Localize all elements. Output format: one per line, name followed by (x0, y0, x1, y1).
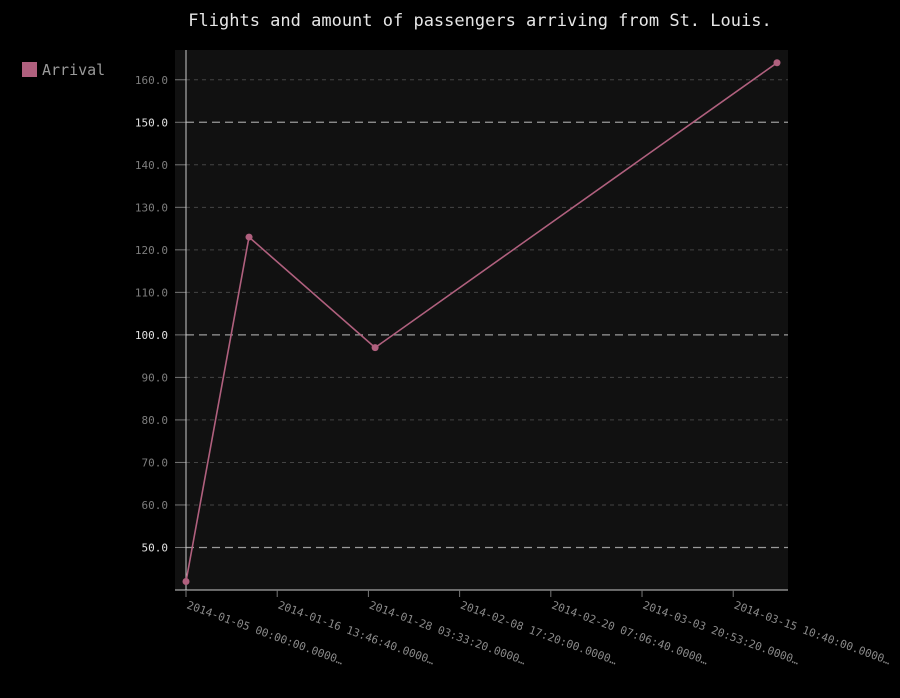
data-point[interactable] (773, 59, 781, 67)
y-tick-label: 60.0 (142, 499, 169, 512)
grid-lines (186, 79, 788, 549)
y-tick-label: 110.0 (135, 286, 168, 299)
x-tick-label: 2014-01-16 13:46:40.0000… (276, 599, 436, 668)
data-point[interactable] (371, 344, 379, 352)
legend-label-arrival: Arrival (42, 61, 105, 79)
x-tick-label: 2014-02-20 07:06:40.0000… (550, 599, 710, 668)
x-tick-label: 2014-03-03 20:53:20.0000… (641, 599, 801, 668)
y-tick-label: 150.0 (135, 116, 168, 129)
x-tick-label: 2014-01-05 00:00:00.0000… (185, 599, 345, 668)
y-tick-label: 160.0 (135, 74, 168, 87)
data-point[interactable] (245, 233, 253, 241)
y-tick-label: 140.0 (135, 159, 168, 172)
x-tick-label: 2014-01-28 03:33:20.0000… (367, 599, 527, 668)
y-tick-label: 50.0 (142, 541, 169, 554)
series-arrival (182, 59, 781, 585)
y-tick-label: 70.0 (142, 456, 169, 469)
data-point[interactable] (182, 577, 190, 585)
y-tick-label: 120.0 (135, 244, 168, 257)
plot-area (175, 50, 788, 590)
legend-swatch-arrival (22, 62, 37, 77)
x-tick-label: 2014-03-15 10:40:00.0000… (732, 599, 892, 668)
legend: Arrival (22, 61, 105, 79)
y-tick-label: 80.0 (142, 414, 169, 427)
y-axis-ticks: 50.0 60.0 70.0 80.0 90.0 100.0 110.0 120.0 130.0… (135, 74, 186, 554)
chart-title: Flights and amount of passengers arrivin… (188, 11, 771, 31)
series-line-arrival (185, 62, 778, 582)
y-tick-label: 90.0 (142, 371, 169, 384)
y-tick-label: 130.0 (135, 201, 168, 214)
x-tick-label: 2014-02-08 17:20:00.0000… (459, 599, 619, 668)
x-axis-ticks: 2014-01-05 00:00:00.0000…2014-01-16 13:4… (185, 590, 893, 668)
y-tick-label: 100.0 (135, 329, 168, 342)
